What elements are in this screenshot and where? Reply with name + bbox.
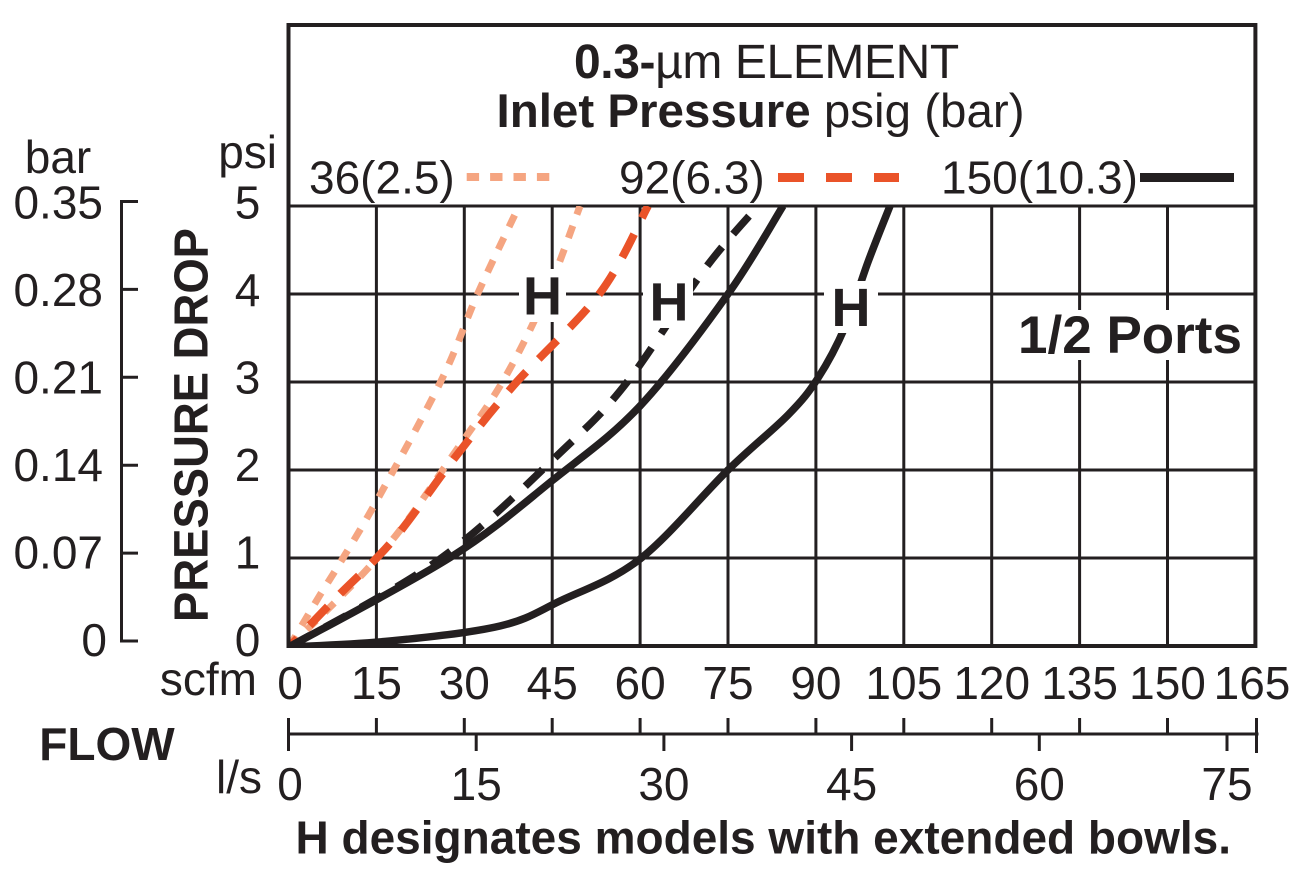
svg-text:60: 60 [1014,758,1065,810]
svg-text:3: 3 [235,352,261,404]
svg-text:0.07: 0.07 [13,527,103,579]
svg-text:0.3-µm ELEMENT: 0.3-µm ELEMENT [574,36,959,89]
svg-text:psi: psi [218,126,277,178]
svg-text:165: 165 [1214,657,1291,709]
svg-text:5: 5 [235,177,261,229]
svg-text:0: 0 [277,758,303,810]
svg-text:1: 1 [235,527,261,579]
svg-text:scfm: scfm [160,653,257,705]
svg-text:105: 105 [865,657,942,709]
svg-text:1/2 Ports: 1/2 Ports [1018,306,1242,365]
svg-text:90: 90 [790,657,841,709]
svg-text:75: 75 [1201,758,1252,810]
svg-text:0: 0 [81,614,107,666]
svg-text:H: H [523,267,562,327]
svg-text:60: 60 [615,657,666,709]
svg-text:92(6.3): 92(6.3) [619,152,765,204]
svg-text:30: 30 [439,657,490,709]
svg-text:150: 150 [1129,657,1206,709]
svg-text:2: 2 [235,439,261,491]
svg-text:bar: bar [25,131,91,183]
svg-text:l/s: l/s [216,751,262,803]
svg-text:H: H [650,273,689,333]
svg-text:0.28: 0.28 [13,264,103,316]
svg-text:H: H [832,278,871,338]
svg-text:0: 0 [277,657,303,709]
svg-text:0.14: 0.14 [13,439,103,491]
svg-text:H designates models with exten: H designates models with extended bowls. [296,812,1232,864]
svg-text:75: 75 [702,657,753,709]
svg-text:135: 135 [1041,657,1118,709]
svg-text:4: 4 [235,264,261,316]
svg-text:30: 30 [638,758,689,810]
svg-text:Inlet Pressure psig (bar): Inlet Pressure psig (bar) [497,85,1025,138]
svg-text:150(10.3): 150(10.3) [941,152,1138,204]
svg-text:45: 45 [826,758,877,810]
svg-text:FLOW: FLOW [39,718,175,770]
svg-text:36(2.5): 36(2.5) [309,152,455,204]
svg-text:15: 15 [351,657,402,709]
svg-text:0: 0 [235,614,261,666]
svg-text:PRESSURE DROP: PRESSURE DROP [166,228,219,622]
svg-text:15: 15 [451,758,502,810]
svg-text:120: 120 [953,657,1030,709]
svg-text:45: 45 [527,657,578,709]
svg-text:0.35: 0.35 [13,177,103,229]
svg-text:0.21: 0.21 [13,352,103,404]
